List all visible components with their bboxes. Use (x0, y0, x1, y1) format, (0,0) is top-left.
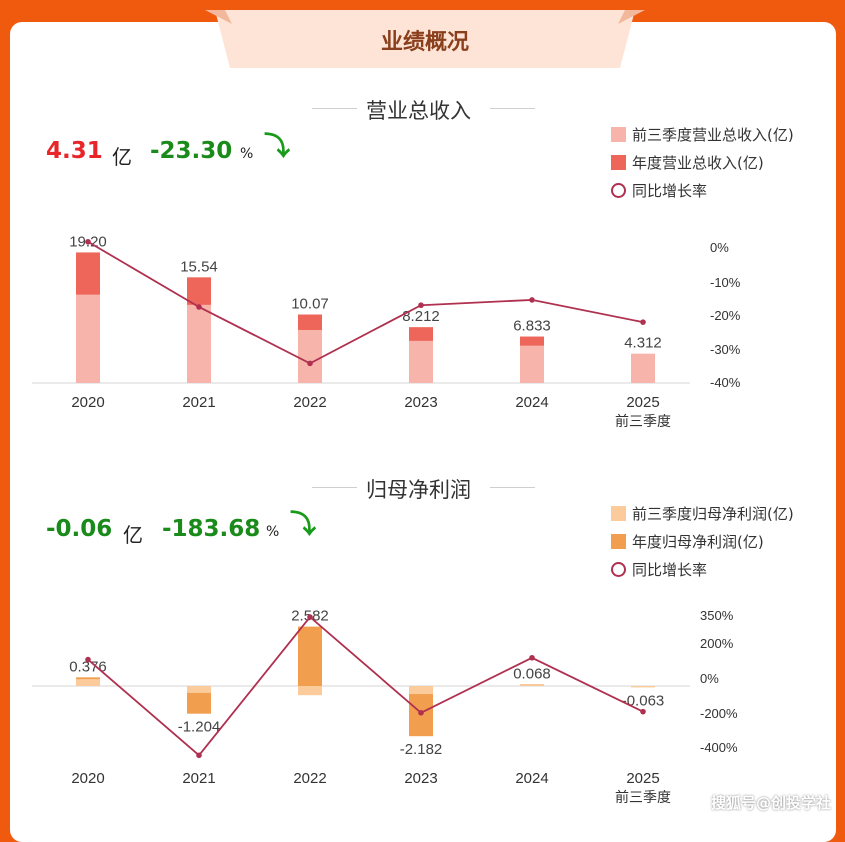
x-tick-label: 2020 (71, 770, 104, 787)
bar-data-label: 15.54 (180, 258, 218, 275)
y2-tick-label: 0% (700, 671, 719, 686)
y2-tick-label: 0% (710, 240, 729, 255)
revenue-chart: 19.20202015.54202110.0720228.21220236.83… (32, 233, 741, 430)
bar-q3 (520, 345, 544, 383)
divider (312, 108, 357, 109)
growth-point (307, 614, 313, 620)
growth-point (307, 360, 313, 367)
revenue-legend: 前三季度营业总收入(亿) 年度营业总收入(亿) 同比增长率 (611, 120, 794, 204)
x-tick-label: 2024 (515, 770, 548, 787)
divider (312, 487, 357, 488)
x-tick-label: 2023 (404, 770, 437, 787)
bar-q3 (631, 353, 655, 383)
legend-label: 前三季度营业总收入(亿) (632, 125, 794, 144)
growth-point (640, 319, 646, 325)
growth-point (85, 238, 91, 245)
bar-annual (298, 626, 322, 686)
x-tick-label: 2025 (626, 770, 659, 787)
y2-tick-label: -20% (710, 308, 741, 323)
growth-point (418, 302, 424, 309)
revenue-title: 营业总收入 (366, 99, 471, 123)
profit-change: -183.68 (162, 516, 261, 542)
growth-line (87, 240, 644, 365)
bar-data-label: 6.833 (513, 318, 551, 335)
revenue-value-unit: 亿 (112, 145, 132, 169)
revenue-change: -23.30 (150, 138, 233, 164)
down-arrow-icon: ⤵ (264, 132, 291, 162)
profit-change-unit: % (266, 524, 280, 540)
y2-tick-label: 350% (700, 608, 734, 623)
y2-tick-label: -200% (700, 706, 738, 721)
down-arrow-icon: ⤵ (290, 510, 317, 540)
x-tick-label: 2023 (404, 394, 437, 411)
legend-swatch (611, 126, 626, 142)
legend-circle-icon (611, 182, 626, 198)
x-tick-label: 2022 (293, 770, 326, 787)
revenue-value: 4.31 (46, 138, 103, 164)
bar-data-label: 4.312 (624, 335, 662, 352)
legend-swatch (611, 154, 626, 170)
legend-label: 同比增长率 (632, 181, 708, 200)
growth-point (529, 654, 535, 661)
bar-q3 (187, 304, 211, 383)
legend-label: 年度归母净利润(亿) (632, 532, 764, 551)
legend-label: 年度营业总收入(亿) (632, 153, 764, 172)
x-tick-sublabel: 前三季度 (615, 413, 671, 430)
bar-q3 (631, 686, 655, 688)
x-tick-label: 2024 (515, 394, 548, 411)
watermark: 搜狐号@创投学社 (710, 794, 831, 812)
revenue-change-unit: % (240, 146, 254, 162)
bar-q3 (298, 686, 322, 696)
profit-value-unit: 亿 (123, 523, 143, 547)
x-tick-label: 2021 (182, 770, 215, 787)
legend-circle-icon (611, 561, 626, 577)
bar-q3 (187, 686, 211, 693)
divider (490, 487, 535, 488)
x-tick-label: 2022 (293, 394, 326, 411)
profit-title: 归母净利润 (366, 478, 471, 502)
x-tick-label: 2021 (182, 394, 215, 411)
growth-point (196, 752, 202, 759)
x-tick-label: 2025 (626, 394, 659, 411)
y2-tick-label: -400% (700, 740, 738, 755)
bar-data-label: -0.063 (622, 692, 665, 709)
bar-data-label: 0.068 (513, 665, 551, 682)
bar-q3 (409, 686, 433, 695)
bar-data-label: -2.182 (400, 741, 443, 758)
bar-q3 (520, 685, 544, 686)
legend-swatch (611, 533, 626, 549)
bar-q3 (76, 679, 100, 686)
legend-label: 同比增长率 (632, 560, 708, 579)
x-tick-label: 2020 (71, 394, 104, 411)
bar-q3 (298, 329, 322, 383)
profit-value: -0.06 (46, 516, 113, 542)
bar-data-label: -1.204 (178, 719, 221, 736)
growth-point (196, 304, 202, 310)
profit-legend: 前三季度归母净利润(亿) 年度归母净利润(亿) 同比增长率 (611, 499, 794, 583)
bar-data-label: 0.376 (69, 658, 107, 675)
bar-q3 (409, 340, 433, 383)
page-title: 业绩概况 (380, 30, 469, 55)
legend-label: 前三季度归母净利润(亿) (632, 504, 794, 523)
y2-tick-label: 200% (700, 636, 734, 651)
bar-data-label: 10.07 (291, 296, 329, 313)
bar-data-label: 8.212 (402, 308, 440, 325)
legend-swatch (611, 505, 626, 521)
y2-tick-label: -30% (710, 342, 741, 357)
profit-chart: 0.3762020-1.20420212.5822022-2.18220230.… (32, 608, 738, 806)
divider (490, 108, 535, 109)
bar-q3 (76, 294, 100, 383)
growth-point (418, 709, 424, 716)
y2-tick-label: -40% (710, 375, 741, 390)
header-banner: 业绩概况 (215, 10, 635, 68)
x-tick-sublabel: 前三季度 (615, 789, 671, 806)
growth-line (87, 615, 644, 757)
y2-tick-label: -10% (710, 275, 741, 290)
growth-point (529, 297, 535, 303)
growth-point (640, 708, 646, 715)
growth-point (85, 656, 91, 663)
